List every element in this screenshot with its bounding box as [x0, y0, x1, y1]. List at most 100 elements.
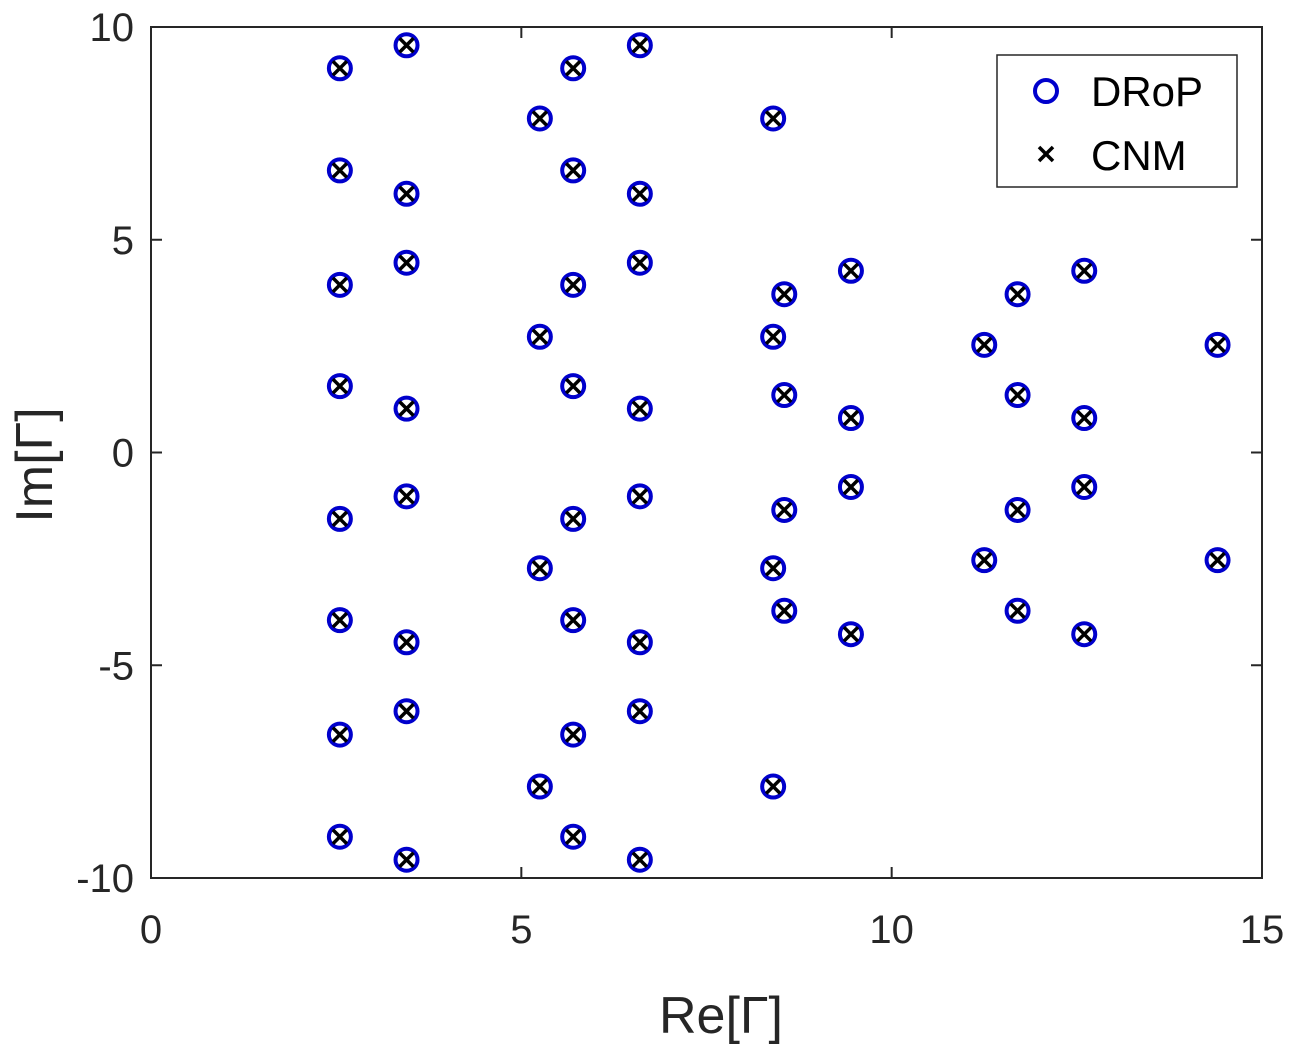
- drop-point: [626, 180, 653, 207]
- cnm-point: [842, 625, 860, 643]
- drop-point: [393, 629, 420, 656]
- legend-label-drop: DRoP: [1091, 68, 1203, 115]
- drop-point: [393, 483, 420, 510]
- drop-point: [1071, 257, 1098, 284]
- drop-point: [760, 105, 787, 132]
- drop-point: [771, 281, 798, 308]
- cnm-point: [331, 377, 349, 395]
- cnm-point: [776, 602, 793, 620]
- drop-point: [771, 382, 798, 409]
- x-tick-label: 10: [869, 908, 914, 952]
- cnm-point: [1076, 625, 1093, 643]
- drop-point: [560, 157, 587, 184]
- cnm-point: [1009, 501, 1026, 519]
- drop-point: [393, 698, 420, 725]
- drop-point: [393, 846, 420, 873]
- drop-point: [1004, 496, 1031, 523]
- drop-point: [526, 555, 553, 582]
- cnm-point: [631, 37, 649, 54]
- cnm-point: [331, 828, 349, 845]
- legend-drop-marker-icon: [1033, 78, 1059, 104]
- cnm-point: [976, 336, 993, 354]
- drop-point: [393, 249, 420, 276]
- cnm-point: [764, 778, 782, 795]
- drop-point: [1004, 597, 1031, 624]
- cnm-point: [631, 254, 649, 271]
- y-axis-label: Im[Γ]: [6, 407, 64, 522]
- cnm-point: [776, 501, 793, 519]
- drop-point: [560, 373, 587, 400]
- cnm-point: [398, 400, 415, 417]
- x-tick-label: 15: [1240, 908, 1285, 952]
- y-tick-label: -5: [98, 644, 134, 688]
- cnm-point: [331, 60, 349, 77]
- drop-point: [626, 32, 653, 59]
- drop-point: [1071, 405, 1098, 432]
- drop-point: [1204, 547, 1231, 574]
- drop-point: [326, 721, 353, 748]
- cnm-point: [531, 559, 549, 577]
- drop-point: [526, 323, 553, 350]
- cnm-point: [776, 285, 793, 303]
- cnm-point: [398, 851, 415, 868]
- cnm-point: [1076, 262, 1093, 280]
- y-tick-label: 0: [112, 432, 134, 476]
- cnm-point: [764, 110, 782, 127]
- cnm-point: [531, 778, 549, 795]
- cnm-point: [564, 276, 582, 294]
- drop-point: [560, 505, 587, 532]
- cnm-point: [564, 377, 582, 395]
- cnm-point: [631, 400, 649, 417]
- cnm-point: [331, 510, 349, 528]
- drop-point: [837, 473, 864, 500]
- drop-point: [1204, 331, 1231, 358]
- drop-point: [760, 323, 787, 350]
- drop-point: [326, 55, 353, 82]
- cnm-point: [564, 828, 582, 845]
- cnm-point: [976, 551, 993, 569]
- cnm-point: [842, 262, 860, 280]
- cnm-point: [842, 478, 860, 496]
- cnm-point: [564, 726, 582, 743]
- drop-point: [626, 395, 653, 422]
- drop-point: [560, 271, 587, 298]
- cnm-point: [398, 185, 415, 203]
- axis-ticks: [150, 26, 1263, 879]
- cnm-point: [331, 611, 349, 629]
- drop-point: [560, 823, 587, 850]
- drop-point: [760, 773, 787, 800]
- drop-point: [760, 555, 787, 582]
- y-tick-label: 5: [112, 219, 134, 263]
- cnm-point: [1076, 478, 1093, 496]
- drop-point: [971, 331, 998, 358]
- cnm-point: [631, 488, 649, 505]
- cnm-point: [531, 328, 549, 346]
- drop-point: [626, 698, 653, 725]
- x-tick-label: 0: [140, 908, 162, 952]
- tick-labels: 0 5 10 15 -10 -5 0 5 10: [76, 6, 1284, 952]
- drop-point: [1071, 473, 1098, 500]
- drop-point: [326, 157, 353, 184]
- cnm-point: [398, 254, 415, 271]
- cnm-point: [331, 726, 349, 743]
- legend-box: [996, 54, 1238, 188]
- drop-point: [526, 773, 553, 800]
- drop-point: [626, 846, 653, 873]
- drop-point: [326, 823, 353, 850]
- drop-point: [326, 373, 353, 400]
- cnm-point: [331, 162, 349, 179]
- cnm-point: [842, 409, 860, 427]
- cnm-point: [564, 60, 582, 77]
- drop-point: [560, 721, 587, 748]
- cnm-point: [776, 386, 793, 404]
- cnm-point: [564, 510, 582, 528]
- cnm-point: [398, 702, 415, 720]
- legend-cnm-marker-icon: [1037, 145, 1055, 163]
- cnm-point: [631, 634, 649, 651]
- drop-point: [1004, 281, 1031, 308]
- cnm-point: [1209, 551, 1226, 569]
- cnm-point: [398, 37, 415, 54]
- cnm-point: [1209, 336, 1226, 354]
- drop-point: [526, 105, 553, 132]
- cnm-point: [764, 559, 782, 577]
